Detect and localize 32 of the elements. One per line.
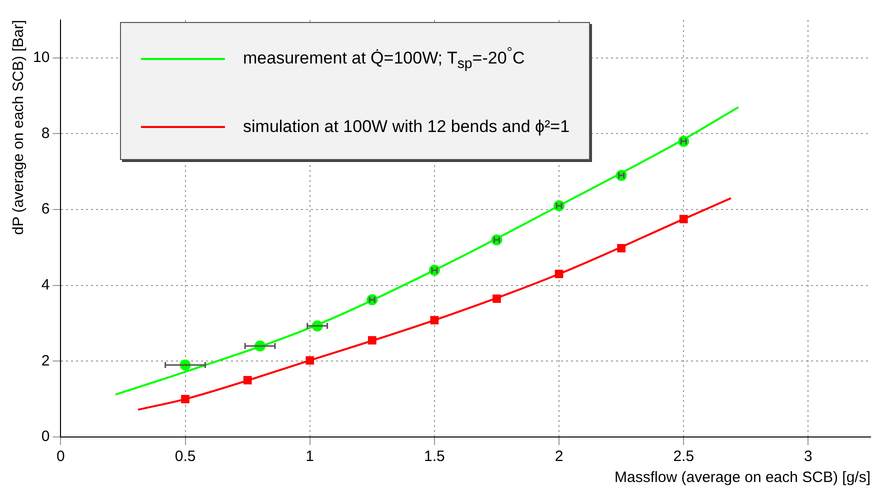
y-tick-label: 8 <box>41 124 50 142</box>
point <box>243 376 252 384</box>
legend-label: measurement at Q̇=100W; T$_{sp}$=-20$^{°}$C <box>243 45 525 72</box>
y-axis-title: dP (average on each SCB) [Bar] <box>10 20 28 235</box>
y-tick-label: 0 <box>41 428 50 446</box>
point <box>678 136 690 147</box>
x-axis-title: Massflow (average on each SCB) [g/s] <box>614 469 870 486</box>
point <box>679 214 688 224</box>
point <box>616 170 627 181</box>
x-tick-label: 2.5 <box>673 448 694 466</box>
point <box>491 234 502 246</box>
y-tick-label: 2 <box>41 352 50 370</box>
point <box>617 244 626 252</box>
point <box>492 294 501 303</box>
line-series <box>136 197 732 411</box>
x-tick-label: 1 <box>306 448 314 466</box>
x-tick-label: 0.5 <box>174 448 196 466</box>
point <box>430 316 439 324</box>
line-series <box>114 106 740 396</box>
point <box>181 394 190 404</box>
x-tick-label: 3 <box>804 448 812 466</box>
x-tick-label: 2 <box>554 448 564 466</box>
y-tick-label: 10 <box>32 49 50 66</box>
point <box>306 356 314 365</box>
legend-label: simulation at 100W with 12 bends and ϕ²=1 <box>243 116 570 137</box>
point <box>368 336 376 345</box>
x-tick-label: 1.5 <box>424 448 445 466</box>
point <box>366 294 378 306</box>
point <box>554 270 564 278</box>
x-tick-label: 0 <box>56 448 65 466</box>
y-tick-label: 4 <box>41 276 50 294</box>
y-tick-label: 6 <box>41 200 50 218</box>
